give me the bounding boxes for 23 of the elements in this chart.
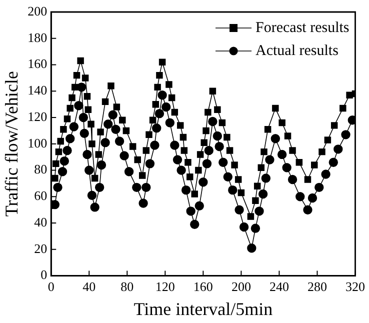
- y-tick-label: 160: [28, 56, 48, 72]
- legend-label: Forecast results: [256, 20, 350, 36]
- y-tick-label: 0: [40, 267, 48, 282]
- x-tick-label: 200: [231, 279, 251, 294]
- y-axis-title: Traffic flow/Vehicle: [2, 71, 22, 217]
- x-tick-label: 120: [155, 279, 175, 294]
- x-tick-label: 240: [269, 279, 289, 294]
- y-tick-label: 100: [28, 135, 48, 150]
- y-tick-label: 20: [34, 240, 48, 256]
- x-tick-label: 280: [307, 279, 327, 294]
- y-tick-label: 200: [28, 3, 48, 18]
- y-tick-label: 60: [34, 188, 48, 204]
- y-tick-label: 140: [28, 82, 48, 98]
- x-axis-title: Time interval/5min: [134, 298, 273, 319]
- x-tick-label: 320: [346, 279, 365, 294]
- y-tick-label: 40: [34, 214, 48, 230]
- y-tick-label: 80: [34, 162, 48, 177]
- legend-label: Actual results: [256, 42, 339, 59]
- x-tick-label: 40: [82, 279, 96, 294]
- x-tick-label: 80: [120, 279, 134, 294]
- y-tick-label: 120: [28, 108, 48, 124]
- y-tick-label: 180: [28, 30, 48, 45]
- x-tick-label: 160: [193, 279, 213, 294]
